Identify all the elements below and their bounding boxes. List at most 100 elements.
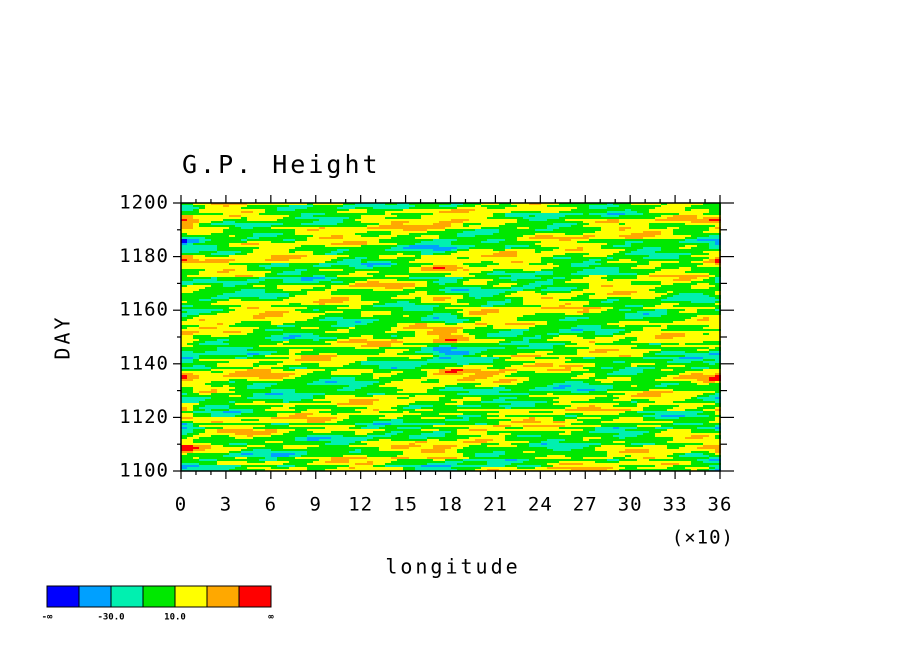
field-cell bbox=[613, 245, 619, 247]
field-cell bbox=[517, 311, 523, 313]
field-cell bbox=[541, 293, 547, 295]
field-cell bbox=[667, 279, 673, 281]
field-cell bbox=[535, 229, 541, 231]
field-cell bbox=[217, 237, 223, 239]
field-cell bbox=[517, 247, 523, 249]
field-cell bbox=[427, 217, 433, 219]
field-cell bbox=[607, 275, 613, 277]
field-cell bbox=[499, 275, 505, 277]
field-cell bbox=[313, 301, 319, 303]
field-cell bbox=[313, 299, 319, 301]
field-cell bbox=[577, 241, 583, 243]
field-cell bbox=[541, 301, 547, 303]
field-cell bbox=[271, 287, 277, 289]
field-cell bbox=[709, 223, 715, 225]
field-cell bbox=[571, 289, 577, 291]
field-cell bbox=[343, 313, 349, 315]
field-cell bbox=[607, 283, 613, 285]
field-cell bbox=[601, 215, 607, 217]
field-cell bbox=[553, 271, 559, 273]
field-cell bbox=[697, 221, 703, 223]
field-cell bbox=[463, 251, 469, 253]
field-cell bbox=[637, 291, 643, 293]
field-cell bbox=[217, 287, 223, 289]
field-cell bbox=[229, 243, 235, 245]
field-cell bbox=[451, 211, 457, 213]
field-cell bbox=[271, 275, 277, 277]
field-cell bbox=[433, 277, 439, 279]
field-cell bbox=[535, 267, 541, 269]
field-cell bbox=[373, 263, 379, 265]
field-cell bbox=[361, 227, 367, 229]
field-cell bbox=[211, 221, 217, 223]
field-cell bbox=[691, 285, 697, 287]
field-cell bbox=[217, 239, 223, 241]
field-cell bbox=[697, 205, 703, 207]
field-cell bbox=[433, 275, 439, 277]
field-cell bbox=[499, 245, 505, 247]
field-cell bbox=[439, 257, 445, 259]
field-cell bbox=[475, 257, 481, 259]
field-cell bbox=[613, 267, 619, 269]
field-cell bbox=[529, 263, 535, 265]
field-cell bbox=[181, 303, 187, 305]
field-cell bbox=[205, 275, 211, 277]
field-cell bbox=[409, 249, 415, 251]
field-cell bbox=[271, 303, 277, 305]
field-cell bbox=[229, 253, 235, 255]
field-cell bbox=[397, 301, 403, 303]
field-cell bbox=[703, 263, 709, 265]
field-cell bbox=[271, 203, 277, 205]
field-cell bbox=[355, 241, 361, 243]
field-cell bbox=[295, 289, 301, 291]
field-cell bbox=[517, 271, 523, 273]
field-cell bbox=[223, 205, 229, 207]
field-cell bbox=[223, 203, 229, 205]
field-cell bbox=[361, 305, 367, 307]
field-cell bbox=[307, 275, 313, 277]
field-cell bbox=[373, 259, 379, 261]
field-cell bbox=[643, 257, 649, 259]
field-cell bbox=[607, 229, 613, 231]
field-cell bbox=[643, 301, 649, 303]
field-cell bbox=[367, 247, 373, 249]
field-cell bbox=[517, 265, 523, 267]
field-cell bbox=[439, 281, 445, 283]
field-cell bbox=[277, 281, 283, 283]
field-cell bbox=[427, 211, 433, 213]
field-cell bbox=[583, 247, 589, 249]
field-cell bbox=[595, 269, 601, 271]
field-cell bbox=[211, 283, 217, 285]
field-cell bbox=[499, 217, 505, 219]
field-cell bbox=[709, 275, 715, 277]
field-cell bbox=[463, 297, 469, 299]
field-cell bbox=[607, 299, 613, 301]
field-cell bbox=[553, 273, 559, 275]
field-cell bbox=[655, 271, 661, 273]
field-cell bbox=[199, 239, 205, 241]
field-cell bbox=[631, 267, 637, 269]
field-cell bbox=[427, 311, 433, 313]
field-cell bbox=[703, 281, 709, 283]
field-cell bbox=[475, 207, 481, 209]
field-cell bbox=[571, 229, 577, 231]
field-cell bbox=[709, 245, 715, 247]
field-cell bbox=[355, 281, 361, 283]
field-cell bbox=[193, 239, 199, 241]
field-cell bbox=[319, 211, 325, 213]
field-cell bbox=[661, 305, 667, 307]
field-cell bbox=[403, 211, 409, 213]
field-cell bbox=[649, 253, 655, 255]
field-cell bbox=[475, 243, 481, 245]
field-cell bbox=[583, 207, 589, 209]
field-cell bbox=[307, 305, 313, 307]
field-cell bbox=[229, 211, 235, 213]
field-cell bbox=[325, 243, 331, 245]
field-cell bbox=[523, 265, 529, 267]
field-cell bbox=[361, 289, 367, 291]
field-cell bbox=[277, 285, 283, 287]
field-cell bbox=[469, 285, 475, 287]
field-cell bbox=[217, 243, 223, 245]
field-cell bbox=[289, 229, 295, 231]
field-cell bbox=[625, 205, 631, 207]
